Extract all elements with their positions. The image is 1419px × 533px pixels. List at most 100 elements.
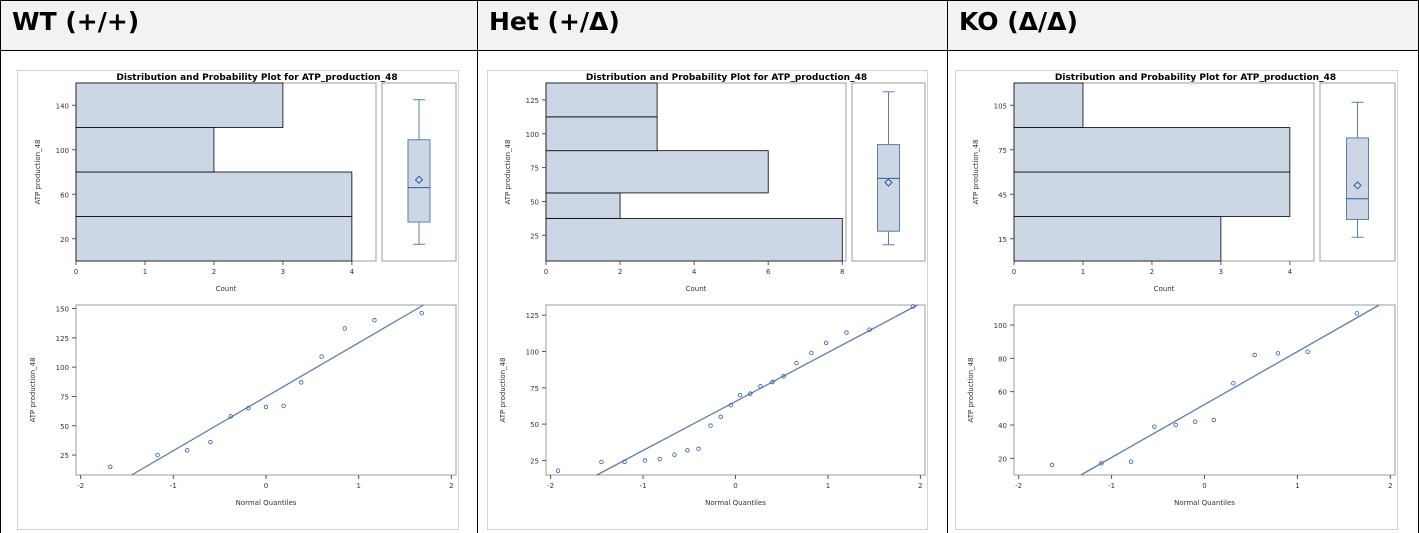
histogram-x-tick-label: 2 — [618, 268, 622, 276]
histogram-x-axis-label: Count — [686, 285, 707, 293]
histogram-x-axis-label: Count — [216, 285, 237, 293]
qqplot-point — [1211, 417, 1216, 423]
qqplot-fit-line — [596, 304, 918, 476]
panel-wt: Distribution and Probability Plot for AT… — [17, 70, 459, 530]
chart-wt: Distribution and Probability Plot for AT… — [29, 73, 457, 507]
qqplot-point — [685, 448, 690, 453]
qqplot-point — [737, 392, 743, 398]
boxplot-frame — [1319, 82, 1396, 262]
histogram-bar — [545, 150, 769, 194]
qqplot-x-tick-label: 1 — [1295, 482, 1299, 490]
qqplot-point — [642, 458, 648, 463]
boxplot-mean-marker — [884, 178, 893, 187]
qqplot-fit-line — [1080, 304, 1380, 476]
qqplot-point — [823, 340, 829, 345]
qqplot-point — [208, 439, 213, 445]
qqplot-point — [1173, 422, 1178, 428]
header-ko: KO (Δ/Δ) — [959, 7, 1078, 36]
qqplot-y-axis-label: ATP production_48 — [967, 358, 975, 423]
qqplot-point — [1354, 311, 1360, 316]
qqplot-point — [281, 403, 286, 409]
panel-het: Distribution and Probability Plot for AT… — [487, 70, 928, 530]
qqplot-point — [185, 448, 190, 453]
qqplot-x-tick-label: -2 — [547, 482, 554, 490]
qqplot-point — [1099, 461, 1104, 466]
boxplot-box — [1346, 137, 1369, 220]
histogram-x-tick-label: 3 — [281, 268, 285, 276]
qqplot-point — [794, 360, 799, 366]
qqplot-y-tick-label: 40 — [998, 422, 1007, 430]
qqplot-point — [672, 452, 677, 457]
qqplot-point — [809, 350, 814, 356]
qqplot-point — [728, 403, 734, 408]
histogram-y-axis-label: ATP production_48 — [34, 140, 42, 205]
qqplot-point — [657, 456, 662, 462]
qqplot-x-axis-label: Normal Quantiles — [1174, 499, 1235, 507]
qqplot-point — [299, 380, 304, 385]
chart-ko: Distribution and Probability Plot for AT… — [967, 73, 1396, 507]
header-het: Het (+/Δ) — [489, 7, 620, 36]
header-cell-het: Het (+/Δ) — [477, 0, 947, 50]
qqplot-x-tick-label: 2 — [918, 482, 922, 490]
boxplot-mean-marker — [414, 175, 424, 184]
histogram-y-tick-label: 125 — [526, 97, 539, 105]
qqplot-x-tick-label: 0 — [264, 482, 268, 490]
qqplot-point — [708, 423, 713, 428]
histogram-y-tick-label: 75 — [998, 147, 1007, 155]
qqplot-point — [1275, 351, 1281, 356]
qqplot-point — [319, 354, 324, 359]
qqplot-point — [844, 330, 849, 335]
qqplot-y-tick-label: 75 — [530, 385, 539, 393]
boxplot-box — [407, 139, 431, 223]
histogram-x-tick-label: 8 — [840, 268, 844, 276]
qqplot-point — [1128, 459, 1134, 464]
qqplot-y-tick-label: 80 — [998, 355, 1007, 363]
histogram-bar — [1013, 216, 1222, 262]
qqplot-point — [622, 459, 627, 465]
qqplot-fit-line — [131, 304, 424, 476]
histogram-y-tick-label: 20 — [60, 236, 69, 244]
qqplot-point — [108, 464, 113, 469]
qqplot-x-tick-label: -2 — [77, 482, 84, 490]
header-cell-ko: KO (Δ/Δ) — [947, 0, 1419, 50]
qqplot-x-axis-label: Normal Quantiles — [705, 499, 766, 507]
qqplot-y-tick-label: 25 — [530, 457, 539, 465]
histogram-x-tick-label: 6 — [766, 268, 771, 276]
histogram-y-tick-label: 50 — [530, 198, 539, 206]
histogram-y-tick-label: 100 — [56, 147, 69, 155]
histogram-bar — [545, 192, 621, 219]
qqplot-y-tick-label: 60 — [998, 389, 1007, 397]
boxplot-mean-marker — [1353, 181, 1362, 190]
grid-line-top — [0, 0, 1419, 1]
qqplot-point — [228, 414, 233, 419]
histogram-bar — [1013, 127, 1291, 173]
header-wt: WT (+/+) — [12, 7, 140, 36]
qqplot-x-tick-label: 1 — [826, 482, 830, 490]
qqplot-x-tick-label: -1 — [640, 482, 647, 490]
qqplot-point — [758, 384, 763, 389]
chart-title: Distribution and Probability Plot for AT… — [116, 73, 397, 83]
histogram-bar — [545, 217, 843, 262]
histogram-x-axis-label: Count — [1154, 285, 1175, 293]
qqplot-point — [1252, 352, 1257, 358]
qqplot-point — [770, 379, 775, 385]
histogram-y-axis-label: ATP production_48 — [972, 140, 980, 205]
chart-title: Distribution and Probability Plot for AT… — [586, 73, 867, 83]
qqplot-y-tick-label: 25 — [60, 452, 69, 460]
qqplot-x-tick-label: 2 — [449, 482, 453, 490]
qqplot-x-tick-label: 0 — [1202, 482, 1206, 490]
histogram-bar — [545, 116, 658, 152]
qqplot-y-tick-label: 75 — [60, 393, 69, 401]
histogram-bar — [75, 216, 353, 262]
qqplot-point — [718, 414, 723, 420]
qqplot-x-tick-label: 2 — [1388, 482, 1392, 490]
qqplot-frame — [1013, 304, 1396, 476]
qqplot-y-axis-label: ATP production_48 — [499, 358, 507, 423]
qqplot-point — [1193, 419, 1198, 424]
qqplot-point — [1305, 349, 1310, 354]
histogram-x-tick-label: 0 — [1012, 268, 1016, 276]
histogram-y-axis-label: ATP production_48 — [504, 140, 512, 205]
histogram-x-tick-label: 4 — [692, 268, 697, 276]
qqplot-x-tick-label: -1 — [170, 482, 177, 490]
histogram-y-tick-label: 140 — [56, 102, 69, 110]
